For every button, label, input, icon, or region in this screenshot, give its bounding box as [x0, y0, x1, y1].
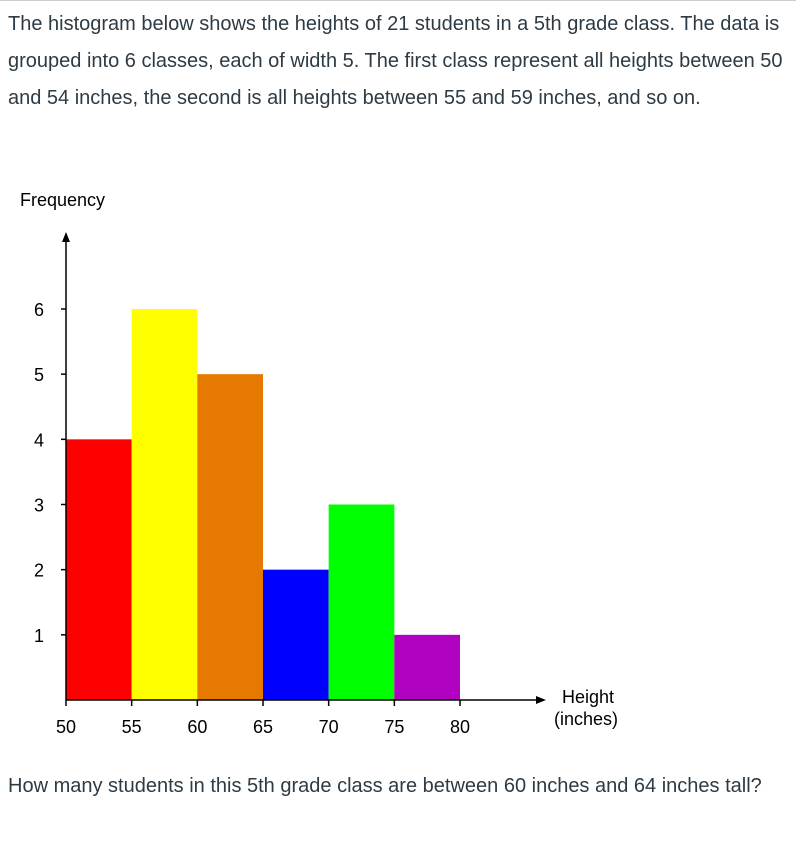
y-tick-label-4: 4 [34, 430, 44, 450]
ticks-group: 1 2 3 4 5 6 50 55 60 65 70 75 80 [34, 300, 470, 737]
histogram-bar-65 [263, 569, 329, 700]
x-tick-label-60: 60 [187, 717, 207, 737]
x-tick-label-50: 50 [56, 717, 76, 737]
top-divider [0, 0, 796, 1]
y-axis-label: Frequency [20, 190, 105, 210]
x-axis-arrow [536, 696, 546, 704]
y-tick-label-1: 1 [34, 626, 44, 646]
x-tick-label-65: 65 [253, 717, 273, 737]
y-tick-label-6: 6 [34, 300, 44, 320]
histogram-bar-70 [328, 504, 395, 700]
x-tick-label-55: 55 [122, 717, 142, 737]
histogram-bar-60 [197, 374, 263, 700]
question-text: How many students in this 5th grade clas… [8, 775, 762, 797]
histogram-chart: 1 2 3 4 5 6 50 55 60 65 70 75 80 Frequency Height (i… [0, 172, 640, 762]
bars-group [66, 309, 460, 700]
histogram-bar-55 [131, 309, 198, 700]
x-axis-label-line1: Height [562, 687, 614, 707]
x-tick-label-75: 75 [384, 717, 404, 737]
y-tick-label-3: 3 [34, 496, 44, 516]
y-tick-label-2: 2 [34, 561, 44, 581]
x-tick-label-70: 70 [319, 717, 339, 737]
y-axis-arrow [62, 232, 70, 242]
problem-intro: The histogram below shows the heights of… [8, 13, 783, 109]
y-tick-label-5: 5 [34, 365, 44, 385]
histogram-svg: 1 2 3 4 5 6 50 55 60 65 70 75 80 Frequency Height (i… [0, 172, 640, 762]
histogram-bar-50 [66, 439, 132, 700]
x-axis-label-line2: (inches) [554, 709, 618, 729]
histogram-bar-75 [394, 634, 460, 700]
x-tick-label-80: 80 [450, 717, 470, 737]
